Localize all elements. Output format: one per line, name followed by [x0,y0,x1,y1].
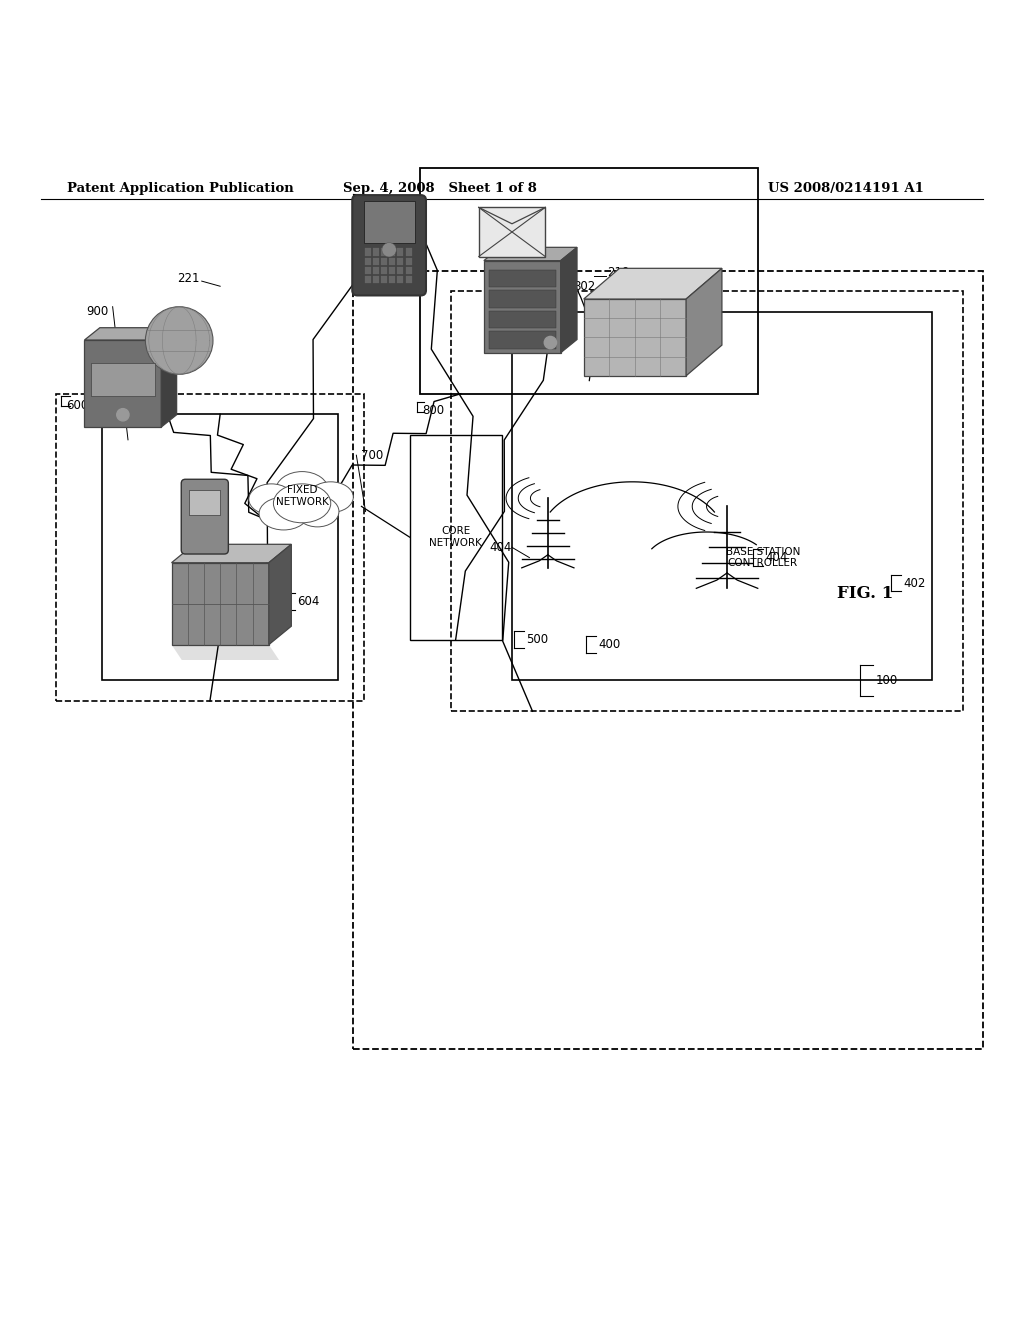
Text: 219: 219 [607,267,630,280]
Polygon shape [171,544,292,562]
Bar [365,276,371,284]
Circle shape [145,306,213,375]
Text: 404: 404 [489,541,512,554]
Bar [489,331,555,348]
Text: 800: 800 [422,404,444,417]
Bar [479,207,545,256]
Bar [389,267,395,275]
Polygon shape [171,562,268,644]
Text: 221: 221 [177,272,200,285]
Text: 604: 604 [297,595,319,609]
Polygon shape [85,327,176,341]
Bar [353,271,983,1049]
Bar [489,290,555,308]
Bar [406,276,412,284]
Bar [389,257,395,265]
FancyBboxPatch shape [352,195,426,296]
Circle shape [544,337,557,348]
Bar [56,393,364,701]
Bar [373,257,379,265]
Bar [91,363,156,396]
Bar [373,267,379,275]
Bar [389,248,395,256]
Bar [365,267,371,275]
Bar [381,276,387,284]
Bar [102,414,338,681]
Bar [373,276,379,284]
Polygon shape [561,247,578,352]
Text: 400: 400 [598,638,621,651]
Bar [365,248,371,256]
Ellipse shape [273,484,331,523]
Polygon shape [686,268,722,376]
Bar [397,267,403,275]
Bar [410,434,502,639]
Text: BASE STATION
CONTROLLER: BASE STATION CONTROLLER [726,546,800,569]
Text: 404: 404 [765,552,787,564]
Bar [397,276,403,284]
Polygon shape [171,644,279,660]
Text: 804: 804 [676,285,698,298]
Bar [397,257,403,265]
Bar [489,269,555,288]
Bar [381,267,387,275]
Circle shape [382,243,396,257]
Bar [381,248,387,256]
Polygon shape [85,341,162,428]
Ellipse shape [275,471,329,511]
Ellipse shape [259,498,308,529]
Text: Sep. 4, 2008   Sheet 1 of 8: Sep. 4, 2008 Sheet 1 of 8 [343,182,538,195]
Bar [451,292,963,711]
Ellipse shape [308,482,353,512]
Text: 200: 200 [358,197,381,210]
Text: 602: 602 [297,510,319,523]
Polygon shape [584,268,722,300]
Text: 402: 402 [903,577,926,590]
Text: 600: 600 [67,399,89,412]
Text: 500: 500 [526,634,549,645]
Text: 900: 900 [86,305,109,318]
Text: Patent Application Publication: Patent Application Publication [67,182,293,195]
Bar [489,310,555,329]
Bar [389,276,395,284]
Text: 100: 100 [876,675,898,686]
Text: US 2008/0214191 A1: US 2008/0214191 A1 [768,182,924,195]
Polygon shape [268,544,292,644]
Bar [381,257,387,265]
Bar [420,169,758,393]
Ellipse shape [296,496,339,527]
Bar [365,257,371,265]
Text: CORE
NETWORK: CORE NETWORK [429,527,482,548]
Bar [406,267,412,275]
Bar [512,312,932,681]
Ellipse shape [249,484,294,515]
Text: 700: 700 [361,449,384,462]
Polygon shape [162,327,176,428]
Polygon shape [584,300,686,376]
Text: FIG. 1: FIG. 1 [838,585,893,602]
Text: FIXED
NETWORK: FIXED NETWORK [275,486,329,507]
Bar [406,257,412,265]
Bar [406,248,412,256]
Polygon shape [484,247,578,260]
Bar [397,248,403,256]
FancyBboxPatch shape [181,479,228,554]
Polygon shape [484,260,561,352]
Bar [373,248,379,256]
Bar [364,201,415,243]
Bar [189,490,220,515]
Text: 802: 802 [573,280,596,293]
Circle shape [117,409,129,421]
